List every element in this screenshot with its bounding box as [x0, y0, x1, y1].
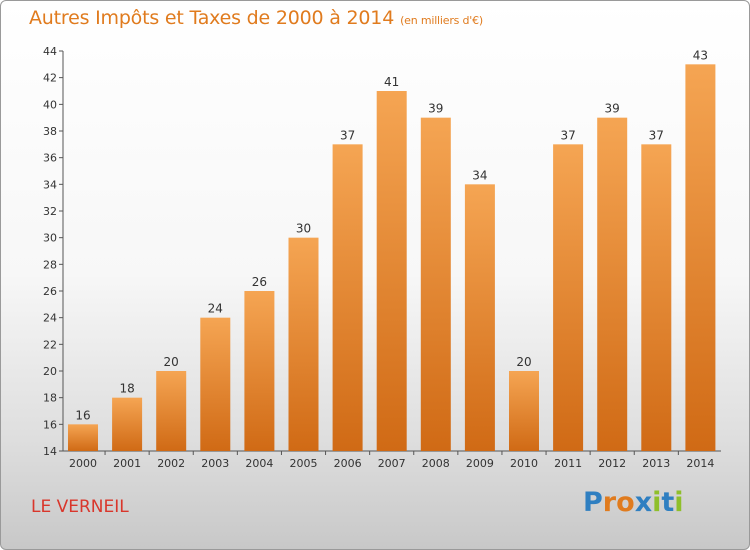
x-tick-label: 2013 [642, 457, 670, 470]
x-tick-label: 2010 [510, 457, 538, 470]
bar-2013 [641, 144, 672, 452]
bar-value-label: 24 [208, 302, 223, 316]
bar-2000 [68, 424, 98, 451]
y-tick-label: 18 [43, 392, 57, 405]
bar-2010 [509, 371, 539, 451]
bar-value-label: 20 [164, 355, 179, 369]
bar-value-label: 41 [384, 75, 399, 89]
x-tick-label: 2000 [69, 457, 97, 470]
bar-2008 [420, 117, 451, 452]
x-tick-label: 2003 [201, 457, 229, 470]
y-tick-label: 20 [43, 365, 57, 378]
bar-value-label: 16 [75, 408, 90, 422]
bar-value-label: 37 [340, 128, 355, 142]
bar-2006 [332, 144, 363, 452]
bar-value-label: 39 [605, 102, 620, 116]
bar-value-label: 37 [560, 128, 575, 142]
bar-2001 [112, 397, 143, 451]
logo-letter: t [661, 487, 675, 518]
bar-value-label: 39 [428, 102, 443, 116]
y-tick-label: 32 [43, 205, 57, 218]
y-tick-label: 34 [43, 178, 57, 191]
bar-value-label: 30 [296, 222, 311, 236]
x-tick-label: 2001 [113, 457, 141, 470]
x-tick-label: 2014 [686, 457, 714, 470]
x-tick-label: 2008 [422, 457, 450, 470]
bar-value-label: 18 [119, 382, 134, 396]
y-tick-label: 28 [43, 258, 57, 271]
bar-2014 [685, 64, 716, 452]
y-tick-label: 24 [43, 312, 57, 325]
y-tick-label: 26 [43, 285, 57, 298]
bar-value-label: 37 [649, 128, 664, 142]
bar-2002 [156, 371, 187, 451]
chart-unit: (en milliers d'€) [400, 14, 483, 27]
y-tick-label: 30 [43, 232, 57, 245]
x-tick-label: 2002 [157, 457, 185, 470]
y-tick-label: 14 [43, 445, 57, 458]
x-tick-label: 2006 [334, 457, 362, 470]
y-tick-label: 16 [43, 418, 57, 431]
bar-value-label: 20 [516, 355, 531, 369]
y-tick-label: 22 [43, 338, 57, 351]
x-tick-label: 2009 [466, 457, 494, 470]
bar-2005 [288, 237, 319, 451]
logo-letter: o [616, 487, 635, 518]
x-tick-label: 2004 [245, 457, 273, 470]
place-name: LE VERNEIL [31, 497, 129, 517]
chart-title: Autres Impôts et Taxes de 2000 à 2014 (en… [29, 7, 483, 29]
bar-value-label: 26 [252, 275, 267, 289]
logo-letter: x [634, 487, 653, 518]
x-tick-label: 2005 [290, 457, 318, 470]
y-tick-label: 44 [43, 45, 57, 58]
logo-letter: P [583, 487, 603, 518]
bar-2011 [553, 144, 584, 452]
x-tick-label: 2007 [378, 457, 406, 470]
bar-2009 [464, 184, 495, 452]
x-tick-label: 2012 [598, 457, 626, 470]
logo-letter: r [602, 487, 617, 518]
y-tick-label: 40 [43, 98, 57, 111]
chart-title-text: Autres Impôts et Taxes de 2000 à 2014 [29, 7, 395, 29]
bar-2007 [376, 91, 407, 451]
logo-letter: i [652, 487, 662, 518]
y-tick-label: 42 [43, 72, 57, 85]
proxiti-logo[interactable]: Proxiti [583, 487, 684, 518]
y-tick-label: 38 [43, 125, 57, 138]
logo-letter: i [674, 487, 684, 518]
y-tick-label: 36 [43, 152, 57, 165]
bar-2012 [597, 117, 628, 452]
x-tick-label: 2011 [554, 457, 582, 470]
bar-value-label: 34 [472, 168, 487, 182]
bar-2003 [200, 317, 231, 451]
bar-value-label: 43 [693, 48, 708, 62]
bar-2004 [244, 291, 275, 451]
